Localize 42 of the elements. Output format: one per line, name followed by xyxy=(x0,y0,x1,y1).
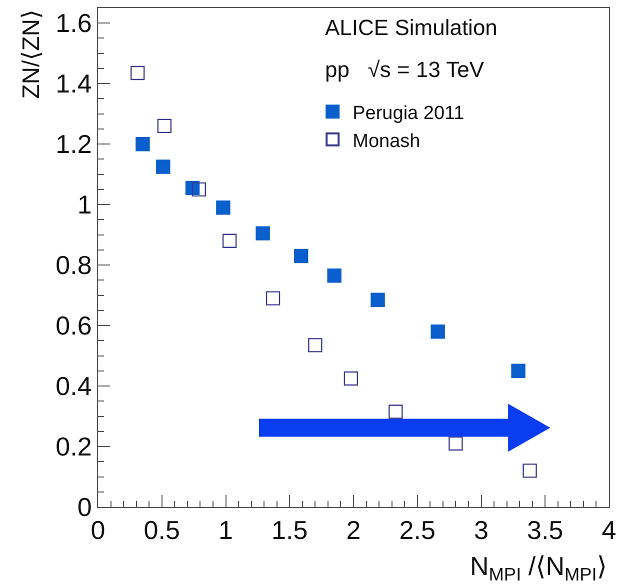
y-tick-label: 0 xyxy=(77,492,92,522)
x-tick-label: 1.5 xyxy=(272,515,308,546)
point xyxy=(256,226,270,240)
x-tick-label: 2 xyxy=(346,515,361,546)
point xyxy=(136,136,150,152)
legend-label: Perugia 2011 xyxy=(352,103,464,124)
point xyxy=(388,404,403,419)
y-tick-label: 0.2 xyxy=(56,432,92,462)
point xyxy=(294,248,308,264)
y-tick-label: 1 xyxy=(77,190,92,220)
point xyxy=(157,118,172,134)
x-tick-label: 4 xyxy=(602,515,616,546)
point xyxy=(216,200,230,215)
annotation: ALICE Simulation xyxy=(325,15,498,40)
x-tick-label: 2.5 xyxy=(399,515,436,546)
point xyxy=(522,464,537,478)
x-tick-label: 0.5 xyxy=(144,515,180,546)
annotation: pp √s = 13 TeV xyxy=(325,57,484,82)
y-tick-label: 1.6 xyxy=(56,8,92,38)
y-tick-label: 1.2 xyxy=(56,129,92,160)
point xyxy=(344,371,358,386)
y-axis-title: ZN/⟨ZN⟩ xyxy=(18,10,45,99)
point xyxy=(327,268,342,283)
point xyxy=(156,160,170,174)
x-axis-title: N$_{MPI}$ /⟨N$_{MPI}$⟩ xyxy=(470,551,607,584)
x-tick-label: 1 xyxy=(218,515,233,546)
y-tick-label: 0.6 xyxy=(56,310,92,341)
point xyxy=(430,324,445,339)
y-tick-label: 0.8 xyxy=(56,250,92,280)
point xyxy=(130,66,145,80)
point xyxy=(192,182,206,197)
point xyxy=(448,436,463,451)
legend-label: Monash xyxy=(352,130,420,152)
point xyxy=(222,234,237,248)
x-tick-label: 3.5 xyxy=(527,515,564,546)
point xyxy=(511,364,526,378)
point xyxy=(266,291,280,306)
point xyxy=(370,292,385,307)
y-tick-label: 0.4 xyxy=(56,371,92,402)
y-tick-label: 1.4 xyxy=(56,68,92,99)
x-tick-label: 3 xyxy=(474,515,488,546)
point xyxy=(308,338,322,352)
